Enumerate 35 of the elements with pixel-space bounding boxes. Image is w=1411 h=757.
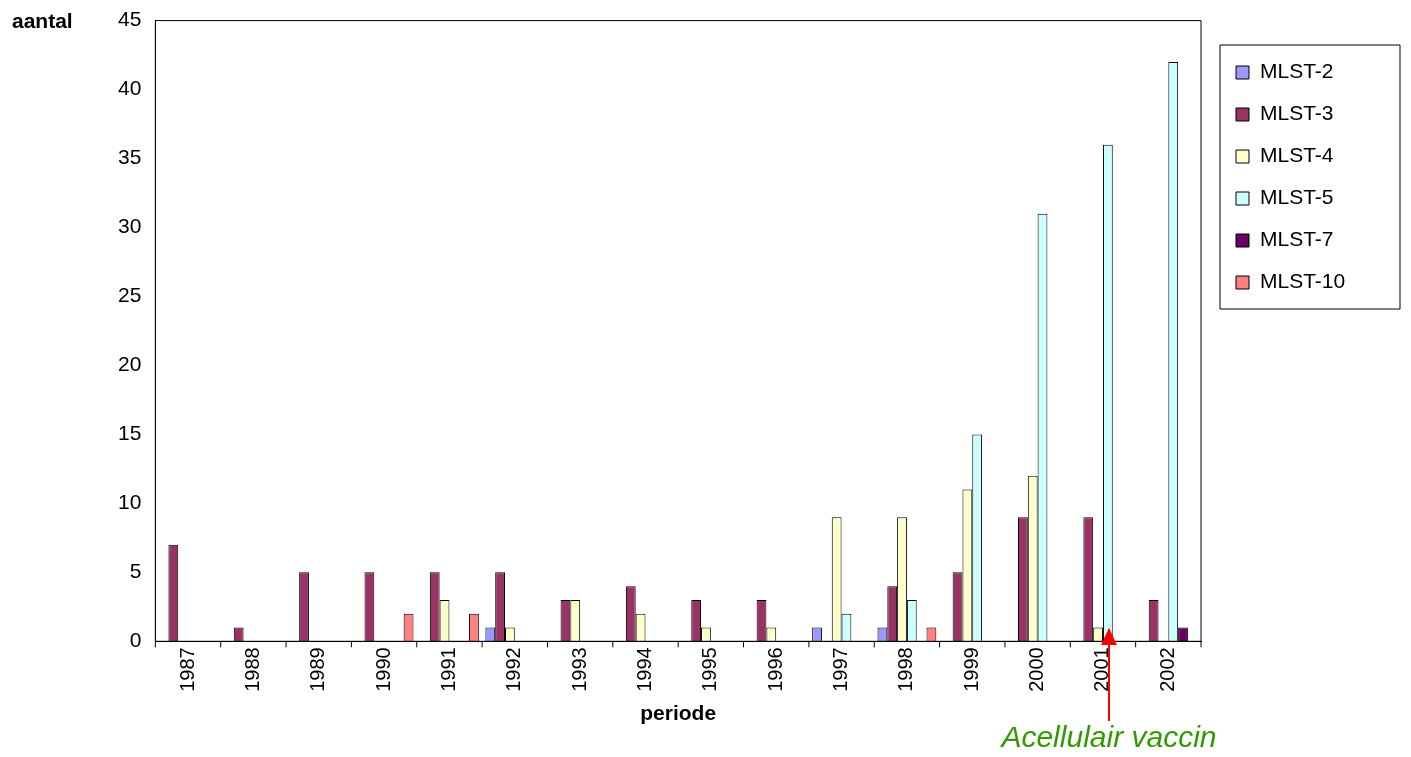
x-tick-label: 1989 <box>306 647 329 692</box>
legend-label: MLST-10 <box>1260 268 1346 292</box>
x-tick-label: 1992 <box>502 647 525 692</box>
x-tick-label: 1988 <box>240 647 263 692</box>
y-tick-label: 25 <box>118 283 142 307</box>
x-tick-label: 1993 <box>567 647 590 692</box>
annotation: Acellulair vaccin <box>999 720 1217 754</box>
x-tick-label: 2002 <box>1155 647 1178 692</box>
legend-label: MLST-5 <box>1260 184 1334 208</box>
x-tick-label: 1990 <box>371 647 394 692</box>
y-tick-label: 5 <box>129 559 142 583</box>
x-tick-label: 2001 <box>1090 647 1113 692</box>
y-tick-label: 40 <box>118 76 142 100</box>
y-tick-label: 15 <box>118 421 142 445</box>
x-axis-title: periode <box>640 701 717 725</box>
y-tick-label: 45 <box>118 7 142 31</box>
y-axis-title: aantal <box>12 9 73 33</box>
legend-label: MLST-4 <box>1260 142 1334 166</box>
x-tick-label: 1998 <box>894 647 917 692</box>
legend-label: MLST-7 <box>1260 226 1334 250</box>
legend-label: MLST-3 <box>1260 100 1334 124</box>
x-tick-label: 1991 <box>436 647 459 692</box>
y-tick-label: 0 <box>129 628 142 652</box>
x-tick-label: 1994 <box>633 647 656 692</box>
x-tick-label: 2000 <box>1025 647 1048 692</box>
legend-label: MLST-2 <box>1260 58 1334 82</box>
y-tick-label: 30 <box>118 214 142 238</box>
x-tick-label: 1995 <box>698 647 721 692</box>
x-tick-label: 1999 <box>959 647 982 692</box>
y-tick-label: 35 <box>118 145 142 169</box>
x-tick-label: 1996 <box>763 647 786 692</box>
y-tick-label: 20 <box>118 352 142 376</box>
y-tick-label: 10 <box>118 490 142 514</box>
x-tick-label: 1987 <box>175 647 198 692</box>
x-tick-label: 1997 <box>829 647 852 692</box>
